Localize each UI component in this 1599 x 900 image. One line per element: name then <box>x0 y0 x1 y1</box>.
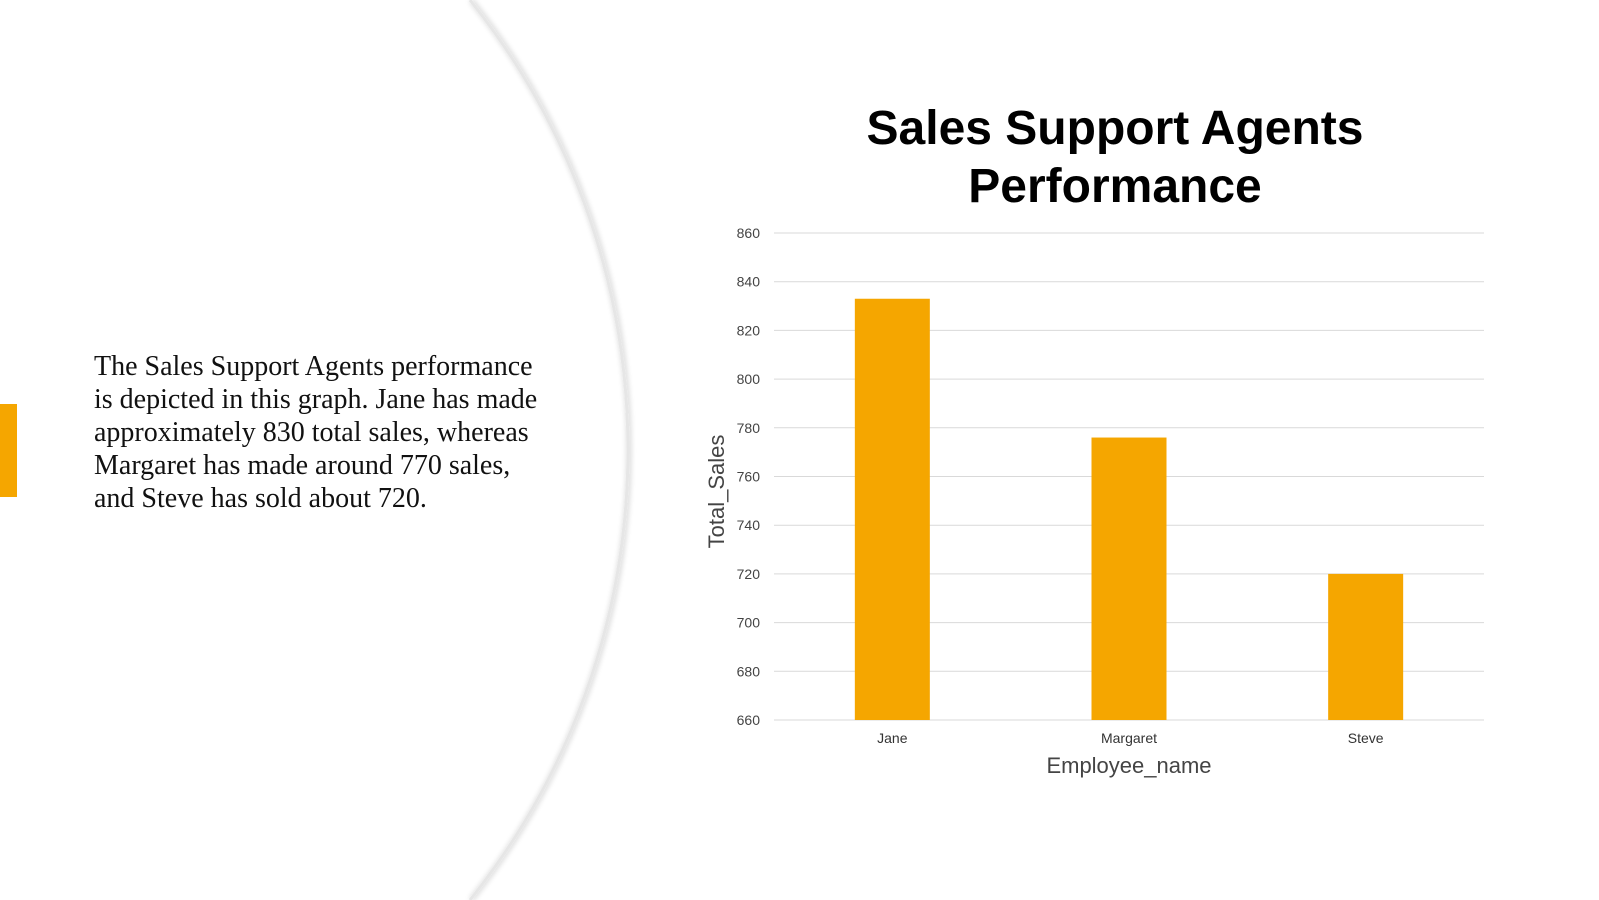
chart-title: Sales Support Agents Performance <box>866 102 1364 213</box>
bar-steve <box>1328 573 1404 720</box>
y-tick-label: 860 <box>737 225 761 241</box>
description-text: The Sales Support Agents performance is … <box>94 351 538 514</box>
x-tick-label: Jane <box>877 730 908 746</box>
y-tick-label: 820 <box>737 322 761 338</box>
y-tick-label: 660 <box>737 712 761 728</box>
bar-chart: 660 680 700 720 740 760 780 800 820 840 860 Jane Mar… <box>704 225 1484 778</box>
x-axis-label: Employee_name <box>1046 753 1211 778</box>
y-tick-label: 840 <box>737 274 761 290</box>
y-axis-label: Total_Sales <box>704 435 729 549</box>
y-tick-label: 800 <box>737 371 761 387</box>
y-tick-label: 720 <box>737 566 761 582</box>
y-tick-label: 760 <box>737 469 761 485</box>
y-tick-label: 780 <box>737 420 761 436</box>
bar-jane <box>854 298 930 720</box>
y-tick-label: 680 <box>737 663 761 679</box>
y-tick-label: 700 <box>737 615 761 631</box>
accent-bar <box>0 404 17 497</box>
x-tick-label: Margaret <box>1101 730 1157 746</box>
y-tick-label: 740 <box>737 517 761 533</box>
bar-margaret <box>1091 437 1167 720</box>
x-tick-label: Steve <box>1348 730 1384 746</box>
